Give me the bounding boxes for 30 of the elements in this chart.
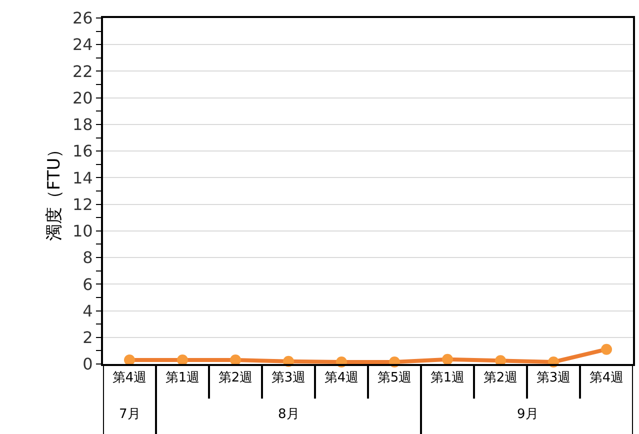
text: 7月 bbox=[119, 407, 140, 422]
x-tick-label: 第4週 bbox=[324, 370, 359, 386]
x-tick-label: 第5週 bbox=[377, 370, 412, 386]
y-tick-label: 24 bbox=[72, 35, 93, 54]
y-axis-title: 濁度（FTU） bbox=[44, 140, 64, 242]
y-tick-label: 14 bbox=[72, 168, 93, 188]
x-tick-label: 第3週 bbox=[536, 370, 571, 386]
y-tick-label: 18 bbox=[72, 115, 93, 134]
x-tick-label: 第2週 bbox=[218, 370, 253, 386]
y-tick-label: 4 bbox=[82, 301, 93, 320]
x-tick-label: 第1週 bbox=[165, 370, 200, 386]
y-tick-label: 2 bbox=[82, 328, 93, 347]
y-tick-label: 22 bbox=[72, 62, 93, 81]
x-tick-label: 第4週 bbox=[112, 370, 147, 386]
x-tick-label: 第1週 bbox=[430, 370, 465, 386]
y-tick-label: 10 bbox=[72, 222, 93, 241]
point bbox=[442, 354, 453, 365]
y-tick-label: 12 bbox=[72, 194, 93, 214]
x-tick-label: 第2週 bbox=[483, 370, 518, 386]
y-tick-label: 6 bbox=[82, 274, 93, 294]
x-tick-label: 第3週 bbox=[271, 370, 306, 386]
y-tick-label: 16 bbox=[72, 142, 93, 161]
text: 9月 bbox=[517, 407, 538, 422]
y-tick-label: 26 bbox=[72, 8, 93, 28]
y-tick-label: 8 bbox=[82, 248, 93, 268]
x-tick-label: 第4週 bbox=[589, 370, 624, 386]
y-tick-label: 20 bbox=[72, 88, 93, 108]
text: 8月 bbox=[278, 407, 300, 422]
point bbox=[601, 344, 612, 355]
y-tick-label: 0 bbox=[82, 354, 93, 374]
